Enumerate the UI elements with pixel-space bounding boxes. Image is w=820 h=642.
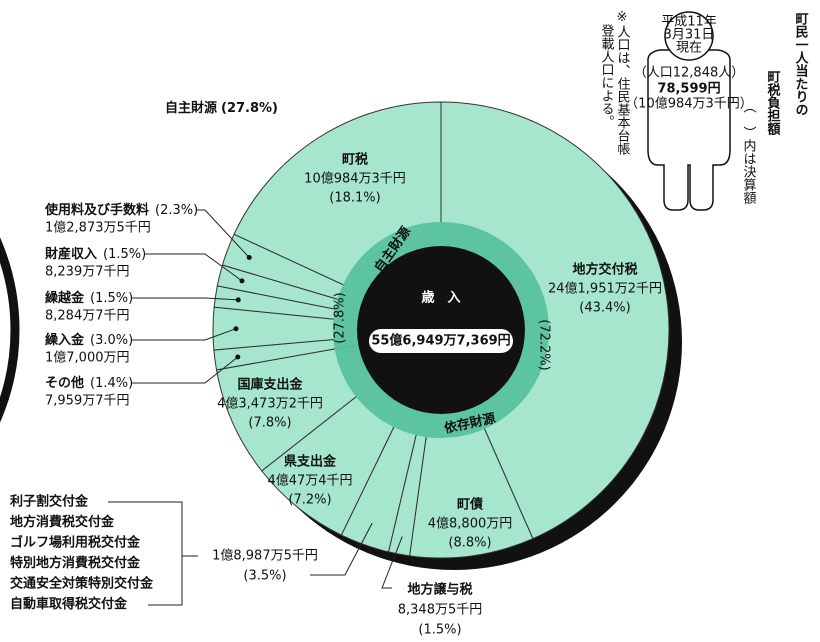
slice-name: 県支出金 bbox=[284, 454, 337, 470]
slice-label: その他 (1.4%) bbox=[45, 375, 133, 391]
note: 登載人口による。 bbox=[599, 24, 615, 128]
leader-line bbox=[381, 536, 403, 589]
slice-amount: 10億984万3千円 bbox=[304, 171, 406, 187]
note: ※人口は、住民基本台帳 bbox=[615, 10, 631, 155]
figure-population: （人口12,848人） bbox=[634, 66, 745, 81]
slice-amount: 7,959万7千円 bbox=[45, 394, 130, 409]
slice-value: (7.2%) bbox=[288, 493, 331, 508]
center-total: 55億6,949万7,369円 bbox=[371, 333, 510, 349]
slice-value: (43.4%) bbox=[579, 301, 630, 316]
label: 自主財源 bbox=[165, 100, 217, 116]
inner-title: 自主財源 (27.8%) bbox=[165, 100, 278, 116]
group-member: 交通安全対策特別交付金 bbox=[10, 576, 154, 592]
group-member: 自動車取得税交付金 bbox=[10, 596, 128, 612]
group-member: 特別地方消費税交付金 bbox=[10, 555, 141, 571]
slice-amount: 8,284万7千円 bbox=[45, 309, 130, 324]
slice-value: (3.0%) bbox=[90, 333, 133, 348]
slice-name: 繰越金 bbox=[45, 290, 85, 306]
slice-name: 町債 bbox=[457, 497, 483, 513]
slice-value: (8.8%) bbox=[448, 536, 491, 551]
slice-amount: 1億7,000万円 bbox=[45, 350, 130, 366]
inner-label: (27.8%) bbox=[333, 292, 348, 343]
slice-name: 財産収入 bbox=[44, 246, 97, 262]
slice-name: 国庫支出金 bbox=[237, 377, 303, 393]
inner-label: (72.2%) bbox=[537, 319, 552, 370]
slice-value: (1.5%) bbox=[418, 623, 461, 638]
slice-value: (3.5%) bbox=[243, 569, 286, 584]
leader-dot bbox=[235, 354, 241, 360]
figure-per-capita: 78,599円 bbox=[657, 82, 720, 97]
slice-label: 繰入金 (3.0%) bbox=[45, 332, 133, 348]
slice-label: 財産収入 (1.5%) bbox=[44, 246, 146, 262]
pie-slice bbox=[440, 101, 670, 540]
total-box bbox=[369, 329, 513, 353]
center-title: 歳 入 bbox=[421, 290, 460, 306]
slice-name: 使用料及び手数料 bbox=[44, 202, 149, 218]
slice-value: (1.5%) bbox=[90, 291, 133, 306]
slice-name: 繰入金 bbox=[45, 332, 85, 348]
slice-amount: 1億8,987万5千円 bbox=[212, 548, 318, 564]
slice-value: (2.3%) bbox=[155, 203, 198, 218]
leader-line bbox=[197, 209, 250, 258]
leader-line bbox=[145, 253, 243, 282]
slice-name: その他 bbox=[45, 375, 84, 391]
group-member: 地方消費税交付金 bbox=[10, 514, 115, 530]
person-figure bbox=[647, 11, 731, 211]
side-subtitle: （ ）内は決算額 bbox=[741, 100, 757, 205]
slice-label: 繰越金 (1.5%) bbox=[45, 290, 133, 306]
leader-line bbox=[310, 522, 373, 576]
slice-amount: 24億1,951万2千円 bbox=[548, 281, 662, 297]
group-member: ゴルフ場利用税交付金 bbox=[10, 535, 141, 551]
slice-name: 地方交付税 bbox=[572, 262, 637, 278]
pie bbox=[212, 101, 670, 559]
figure-date: 現在 bbox=[676, 41, 702, 56]
leader-dot bbox=[233, 326, 239, 332]
slice-amount: 4億47万4千円 bbox=[267, 473, 352, 489]
slice-value: (1.4%) bbox=[90, 376, 133, 391]
inner-ring bbox=[332, 222, 441, 349]
leader-line bbox=[132, 328, 237, 341]
adjacent-chart-edge bbox=[0, 237, 20, 423]
slice-amount: 4億3,473万2千円 bbox=[217, 396, 323, 412]
slice-name: 地方譲与税 bbox=[407, 582, 472, 598]
leader-line bbox=[132, 356, 239, 384]
figure-total: （10億984万3千円） bbox=[625, 96, 753, 112]
leader-dot bbox=[239, 278, 245, 284]
bracket bbox=[108, 501, 183, 606]
leader-line bbox=[132, 297, 239, 301]
slice-amount: 8,239万7千円 bbox=[45, 265, 130, 280]
side-title: 町税負担額 bbox=[765, 70, 782, 136]
slice-amount: 1億2,873万5千円 bbox=[45, 220, 151, 236]
slice-value: (18.1%) bbox=[329, 191, 380, 206]
slice-name: 町税 bbox=[342, 152, 368, 168]
leader-dot bbox=[246, 255, 252, 261]
figure-date: 平成11年 bbox=[661, 15, 717, 30]
leader-dot bbox=[235, 297, 241, 303]
slice-value: (7.8%) bbox=[248, 416, 291, 431]
figure-date: 3月31日 bbox=[664, 28, 715, 43]
group-member: 利子割交付金 bbox=[10, 494, 89, 510]
label: (27.8%) bbox=[221, 101, 278, 116]
slice-amount: 4億8,800万円 bbox=[428, 516, 513, 532]
slice-value: (1.5%) bbox=[103, 247, 146, 262]
slice-amount: 8,348万5千円 bbox=[398, 603, 483, 618]
slice-label: 使用料及び手数料 (2.3%) bbox=[44, 202, 198, 218]
side-title: 町民一人当たりの bbox=[793, 12, 809, 116]
